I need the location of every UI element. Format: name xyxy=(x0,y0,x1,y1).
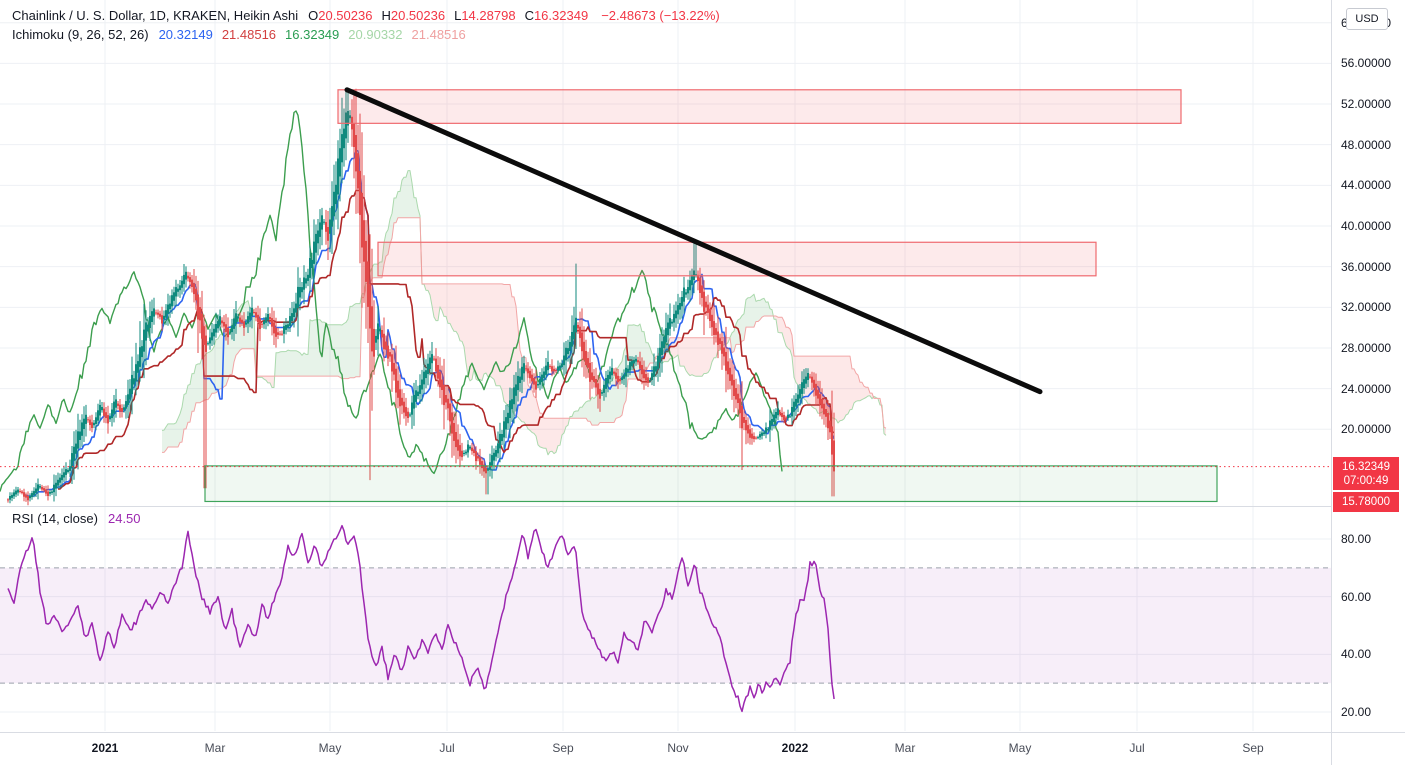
ichimoku-values: 20.32149 21.48516 16.32349 20.90332 21.48516 xyxy=(159,27,475,42)
ichimoku-label: Ichimoku (9, 26, 52, 26) xyxy=(12,27,149,42)
rsi-tick: 80.00 xyxy=(1341,532,1371,546)
rsi-legend[interactable]: RSI (14, close) 24.50 xyxy=(12,511,145,526)
symbol-legend-row: Chainlink / U. S. Dollar, 1D, KRAKEN, He… xyxy=(12,6,724,25)
ichimoku-legend-row: Ichimoku (9, 26, 52, 26) 20.32149 21.48516… xyxy=(12,25,724,44)
time-tick-Nov: Nov xyxy=(667,741,688,755)
currency-toggle-button[interactable]: USD xyxy=(1346,8,1388,30)
rsi-chart-canvas[interactable] xyxy=(0,507,1331,731)
rsi-tick: 60.00 xyxy=(1341,590,1371,604)
time-tick-Sep: Sep xyxy=(552,741,573,755)
price-tick: 40.00000 xyxy=(1341,219,1391,233)
ichimoku-value: 20.32149 xyxy=(159,27,213,42)
time-tick-May: May xyxy=(1009,741,1032,755)
time-tick-Jul: Jul xyxy=(439,741,454,755)
price-tick: 52.00000 xyxy=(1341,97,1391,111)
secondary-price-badge: 15.78000 xyxy=(1333,492,1399,512)
time-axis[interactable]: 2021 Mar May Jul Sep Nov 2022 Mar May Jul Sep xyxy=(0,732,1405,766)
time-tick-Sep: Sep xyxy=(1242,741,1263,755)
pane-divider[interactable] xyxy=(0,506,1331,507)
price-axis[interactable]: USD 60.0000056.0000052.0000048.0000044.0… xyxy=(1331,0,1405,732)
ohlc-value: 14.28798 xyxy=(461,8,515,23)
ichimoku-value: 21.48516 xyxy=(412,27,466,42)
time-tick-2022: 2022 xyxy=(782,741,809,755)
rsi-tick: 40.00 xyxy=(1341,647,1371,661)
axis-corner xyxy=(1331,732,1405,765)
main-legend[interactable]: Chainlink / U. S. Dollar, 1D, KRAKEN, He… xyxy=(12,6,724,44)
price-tick: 32.00000 xyxy=(1341,300,1391,314)
symbol-title: Chainlink / U. S. Dollar, 1D, KRAKEN, He… xyxy=(12,8,298,23)
time-tick-May: May xyxy=(319,741,342,755)
supply-zone-1[interactable] xyxy=(338,90,1181,124)
main-chart-canvas[interactable] xyxy=(0,0,1331,506)
price-tick: 20.00000 xyxy=(1341,422,1391,436)
ohlc-prefix: H xyxy=(381,8,390,23)
ichimoku-value: 21.48516 xyxy=(222,27,276,42)
chikou-line[interactable] xyxy=(0,111,782,492)
time-tick-Mar: Mar xyxy=(205,741,226,755)
current-price-value: 16.32349 xyxy=(1333,460,1399,474)
demand-zone[interactable] xyxy=(205,466,1217,502)
price-tick: 24.00000 xyxy=(1341,382,1391,396)
candles xyxy=(7,88,835,505)
rsi-value: 24.50 xyxy=(108,511,141,526)
main-chart-pane[interactable]: Chainlink / U. S. Dollar, 1D, KRAKEN, He… xyxy=(0,0,1331,506)
bar-countdown: 07:00:49 xyxy=(1333,474,1399,488)
ohlc-prefix: C xyxy=(525,8,534,23)
ichimoku-value: 16.32349 xyxy=(285,27,339,42)
change-value: −2.48673 (−13.22%) xyxy=(601,8,720,23)
ohlc-value: 16.32349 xyxy=(534,8,588,23)
ohlc-prefix: O xyxy=(308,8,318,23)
price-tick: 36.00000 xyxy=(1341,260,1391,274)
price-tick: 56.00000 xyxy=(1341,56,1391,70)
rsi-label: RSI (14, close) xyxy=(12,511,98,526)
price-tick: 44.00000 xyxy=(1341,178,1391,192)
price-tick: 28.00000 xyxy=(1341,341,1391,355)
time-tick-Mar: Mar xyxy=(895,741,916,755)
ichimoku-value: 20.90332 xyxy=(348,27,402,42)
current-price-badge: 16.32349 07:00:49 xyxy=(1333,457,1399,490)
rsi-pane[interactable]: RSI (14, close) 24.50 xyxy=(0,507,1331,731)
time-tick-Jul: Jul xyxy=(1129,741,1144,755)
rsi-tick: 20.00 xyxy=(1341,705,1371,719)
price-tick: 48.00000 xyxy=(1341,138,1391,152)
ohlc-value: 20.50236 xyxy=(391,8,445,23)
ohlc-value: 20.50236 xyxy=(318,8,372,23)
time-tick-2021: 2021 xyxy=(92,741,119,755)
